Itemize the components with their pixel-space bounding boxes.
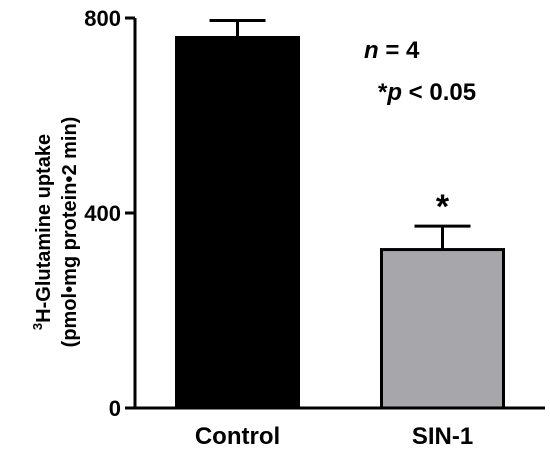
x-tick-label-control: Control <box>195 423 280 450</box>
annotation-n-italic: n <box>364 37 379 64</box>
x-tick-labels: Control SIN-1 <box>195 423 473 450</box>
annotation-n-rest: = 4 <box>379 37 420 64</box>
annotation-n: n = 4 <box>364 37 420 64</box>
significance-star-sin-1: * <box>436 188 450 226</box>
bars <box>175 18 505 410</box>
bar-control <box>175 36 300 410</box>
y-axis-label-line2: (pmol•mg protein•2 min) <box>59 117 81 348</box>
x-tick-label-sin-1: SIN-1 <box>412 423 473 450</box>
y-tick-label-800: 800 <box>84 6 121 31</box>
y-axis-label-line1: H-Glutamine uptake <box>33 134 55 323</box>
annotation-p: *p < 0.05 <box>378 79 476 106</box>
annotation-p-italic: p <box>386 79 402 106</box>
y-axis-label-superscript: 3 <box>30 323 45 330</box>
y-tick-labels: 0 400 800 <box>84 6 121 421</box>
y-axis-label: 3H-Glutamine uptake <box>30 134 55 330</box>
bar-sin-1 <box>380 248 505 410</box>
y-tick-label-400: 400 <box>84 201 121 226</box>
annotation-p-rest: < 0.05 <box>402 79 476 106</box>
significance-marks: * <box>436 188 450 226</box>
y-tick-label-0: 0 <box>109 396 121 421</box>
annotation-p-star: * <box>378 79 388 106</box>
